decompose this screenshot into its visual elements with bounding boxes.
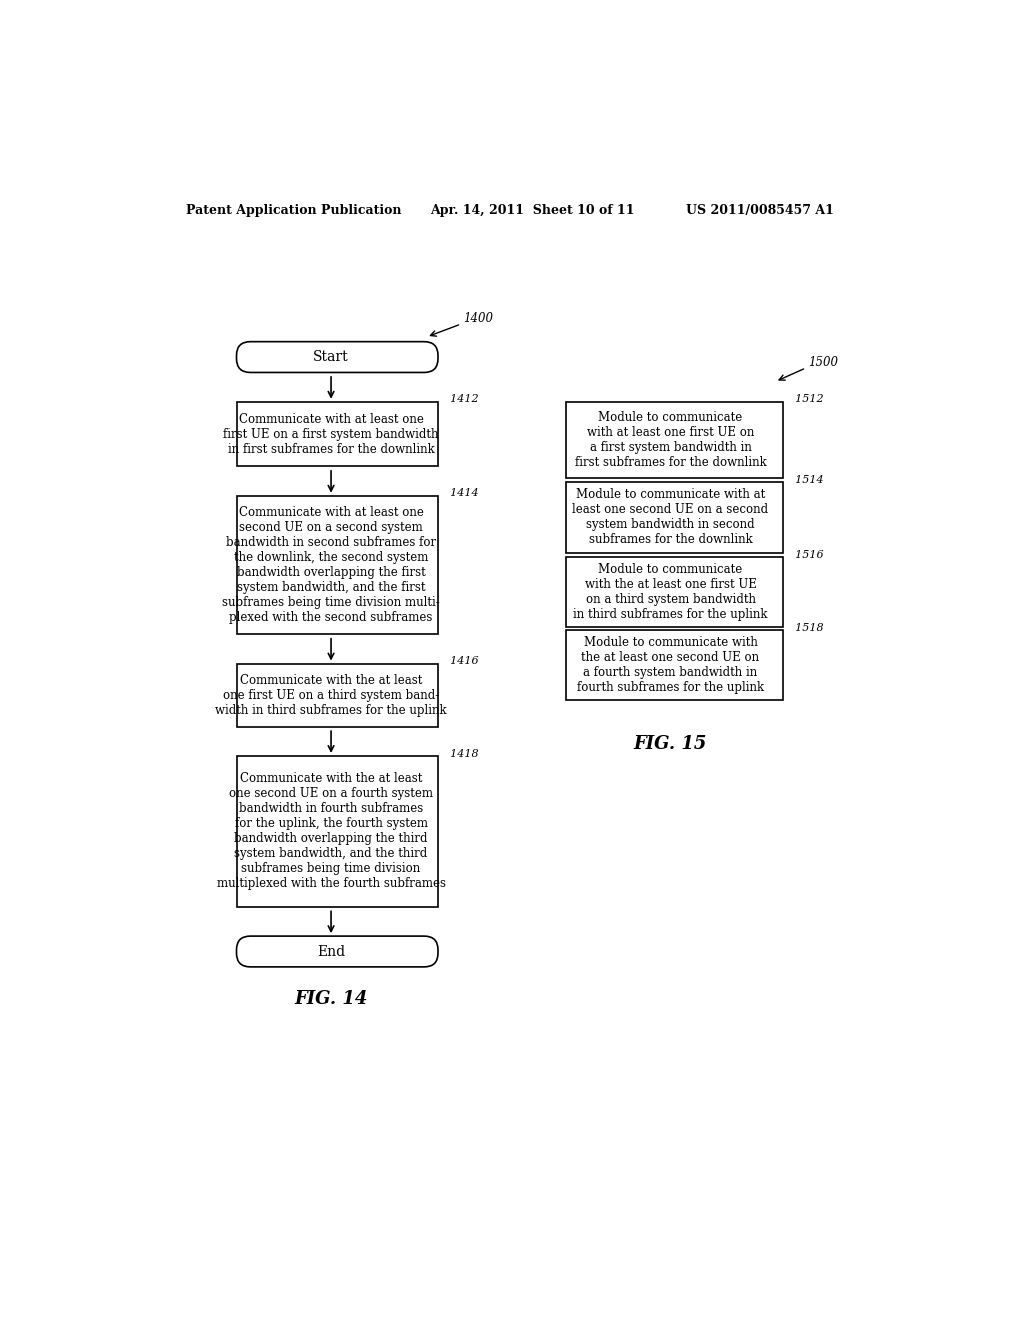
Text: Module to communicate
with at least one first UE on
a first system bandwidth in
: Module to communicate with at least one … <box>574 411 766 469</box>
Text: 1400: 1400 <box>463 313 493 326</box>
Text: 1416: 1416 <box>438 656 478 667</box>
Text: Module to communicate with
the at least one second UE on
a fourth system bandwid: Module to communicate with the at least … <box>577 636 764 694</box>
Text: 1412: 1412 <box>438 395 478 404</box>
FancyBboxPatch shape <box>237 342 438 372</box>
Text: 1500: 1500 <box>808 356 838 370</box>
Text: 1518: 1518 <box>783 623 823 634</box>
FancyBboxPatch shape <box>237 401 438 466</box>
Text: US 2011/0085457 A1: US 2011/0085457 A1 <box>686 205 834 218</box>
FancyBboxPatch shape <box>237 664 438 726</box>
Text: FIG. 14: FIG. 14 <box>294 990 368 1008</box>
Text: 1512: 1512 <box>783 395 823 404</box>
Text: Module to communicate
with the at least one first UE
on a third system bandwidth: Module to communicate with the at least … <box>573 562 768 620</box>
Text: Communicate with the at least
one first UE on a third system band-
width in thir: Communicate with the at least one first … <box>215 673 446 717</box>
FancyBboxPatch shape <box>566 482 783 553</box>
Text: Communicate with the at least
one second UE on a fourth system
bandwidth in four: Communicate with the at least one second… <box>216 772 445 891</box>
Text: Module to communicate with at
least one second UE on a second
system bandwidth i: Module to communicate with at least one … <box>572 488 769 546</box>
Text: 1414: 1414 <box>438 488 478 499</box>
Text: Apr. 14, 2011  Sheet 10 of 11: Apr. 14, 2011 Sheet 10 of 11 <box>430 205 635 218</box>
Text: Communicate with at least one
second UE on a second system
bandwidth in second s: Communicate with at least one second UE … <box>222 506 440 624</box>
Text: FIG. 15: FIG. 15 <box>634 735 708 752</box>
FancyBboxPatch shape <box>237 756 438 907</box>
Text: Patent Application Publication: Patent Application Publication <box>186 205 401 218</box>
Text: 1418: 1418 <box>438 748 478 759</box>
FancyBboxPatch shape <box>237 496 438 635</box>
FancyBboxPatch shape <box>566 401 783 478</box>
Text: 1516: 1516 <box>783 550 823 560</box>
FancyBboxPatch shape <box>566 631 783 700</box>
FancyBboxPatch shape <box>237 936 438 966</box>
Text: Start: Start <box>313 350 349 364</box>
FancyBboxPatch shape <box>566 557 783 627</box>
Text: 1514: 1514 <box>783 475 823 484</box>
Text: Communicate with at least one
first UE on a first system bandwidth
in first subf: Communicate with at least one first UE o… <box>223 413 439 455</box>
Text: End: End <box>317 945 345 958</box>
